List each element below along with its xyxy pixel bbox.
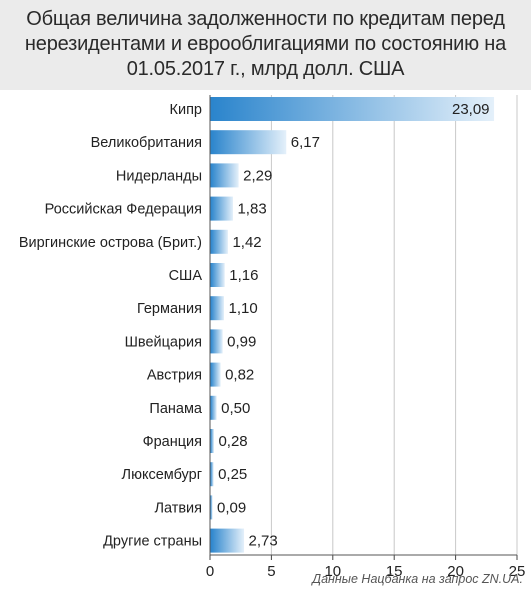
bar bbox=[210, 196, 233, 221]
title-line-1: Общая величина задолженности по кредитам… bbox=[26, 8, 505, 30]
value-label: 0,82 bbox=[225, 367, 254, 384]
category-label: Виргинские острова (Брит.) bbox=[19, 235, 202, 251]
value-label: 0,25 bbox=[218, 466, 247, 483]
bar bbox=[210, 329, 223, 354]
category-label: Великобритания bbox=[91, 135, 202, 151]
category-label: Австрия bbox=[147, 368, 202, 384]
bar bbox=[210, 429, 214, 453]
category-label: Кипр bbox=[170, 102, 202, 118]
category-label: Латвия bbox=[154, 500, 202, 516]
category-label: Франция bbox=[143, 434, 202, 450]
category-label: Другие страны bbox=[103, 534, 202, 550]
bar bbox=[210, 97, 495, 121]
labels: Кипр 23,09 Великобритания 6,17 Нидерланды 2,2… bbox=[19, 101, 490, 550]
value-label: 0,50 bbox=[221, 400, 250, 417]
bar bbox=[210, 163, 239, 188]
value-label: 0,99 bbox=[227, 333, 256, 350]
value-label: 0,28 bbox=[218, 433, 247, 450]
source-note: Данные Нацбанка на запрос ZN.UA. bbox=[312, 572, 523, 586]
bar bbox=[210, 395, 217, 420]
category-label: Российская Федерация bbox=[45, 202, 202, 218]
value-label: 2,29 bbox=[243, 167, 272, 184]
value-label: 2,73 bbox=[249, 533, 278, 550]
value-label: 23,09 bbox=[452, 101, 490, 118]
x-tick-label: 10 bbox=[324, 563, 341, 580]
grid-lines bbox=[270, 95, 518, 555]
title-panel bbox=[0, 0, 531, 90]
category-label: США bbox=[169, 268, 203, 284]
x-axis: 0 5 10 15 20 25 bbox=[206, 95, 526, 580]
x-tick-label: 25 bbox=[509, 563, 526, 580]
category-label: Германия bbox=[137, 301, 202, 317]
value-label: 1,42 bbox=[232, 234, 261, 251]
bar bbox=[210, 296, 225, 321]
bar bbox=[210, 495, 213, 520]
bar bbox=[210, 362, 221, 387]
bar bbox=[210, 462, 214, 487]
value-label: 1,16 bbox=[229, 267, 258, 284]
value-label: 1,10 bbox=[229, 300, 258, 317]
bar bbox=[210, 229, 228, 254]
bars bbox=[210, 97, 495, 553]
category-label: Нидерланды bbox=[116, 168, 202, 184]
bar bbox=[210, 528, 245, 553]
category-label: Швейцария bbox=[125, 334, 202, 350]
title-line-2: нерезидентами и еврооблигациями по состо… bbox=[24, 33, 507, 55]
x-tick-label: 0 bbox=[206, 563, 214, 580]
x-tick-label: 20 bbox=[447, 563, 464, 580]
x-tick-label: 5 bbox=[267, 563, 275, 580]
bar bbox=[210, 130, 287, 155]
x-tick-label: 15 bbox=[386, 563, 403, 580]
value-label: 1,83 bbox=[237, 201, 266, 218]
title-line-3: 01.05.2017 г., млрд долл. США bbox=[126, 58, 405, 80]
bar bbox=[210, 263, 225, 287]
chart-title: Общая величина задолженности по кредитам… bbox=[0, 7, 531, 82]
category-label: Панама bbox=[149, 401, 203, 417]
value-label: 6,17 bbox=[291, 134, 320, 151]
category-label: Люксембург bbox=[122, 467, 202, 483]
value-label: 0,09 bbox=[217, 499, 246, 516]
